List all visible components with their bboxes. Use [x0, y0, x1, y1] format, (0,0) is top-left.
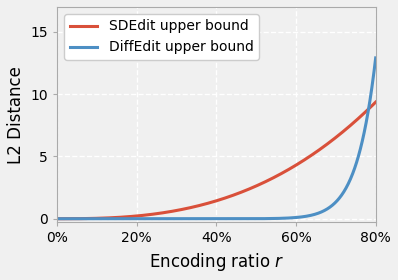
DiffEdit upper bound: [303, 215, 308, 218]
SDEdit upper bound: [373, 101, 378, 104]
DiffEdit upper bound: [55, 217, 60, 220]
DiffEdit upper bound: [195, 217, 200, 220]
SDEdit upper bound: [183, 207, 188, 210]
DiffEdit upper bound: [309, 214, 314, 217]
SDEdit upper bound: [309, 154, 314, 157]
SDEdit upper bound: [273, 175, 278, 178]
Legend: SDEdit upper bound, DiffEdit upper bound: SDEdit upper bound, DiffEdit upper bound: [64, 14, 259, 60]
Line: DiffEdit upper bound: DiffEdit upper bound: [57, 58, 376, 219]
SDEdit upper bound: [195, 204, 200, 208]
Y-axis label: L2 Distance: L2 Distance: [7, 66, 25, 164]
SDEdit upper bound: [87, 217, 92, 220]
DiffEdit upper bound: [373, 56, 378, 60]
DiffEdit upper bound: [87, 217, 92, 220]
Line: SDEdit upper bound: SDEdit upper bound: [57, 102, 376, 219]
SDEdit upper bound: [303, 157, 308, 161]
DiffEdit upper bound: [183, 217, 188, 220]
DiffEdit upper bound: [273, 217, 278, 220]
SDEdit upper bound: [55, 217, 60, 220]
X-axis label: Encoding ratio $r$: Encoding ratio $r$: [149, 251, 284, 273]
